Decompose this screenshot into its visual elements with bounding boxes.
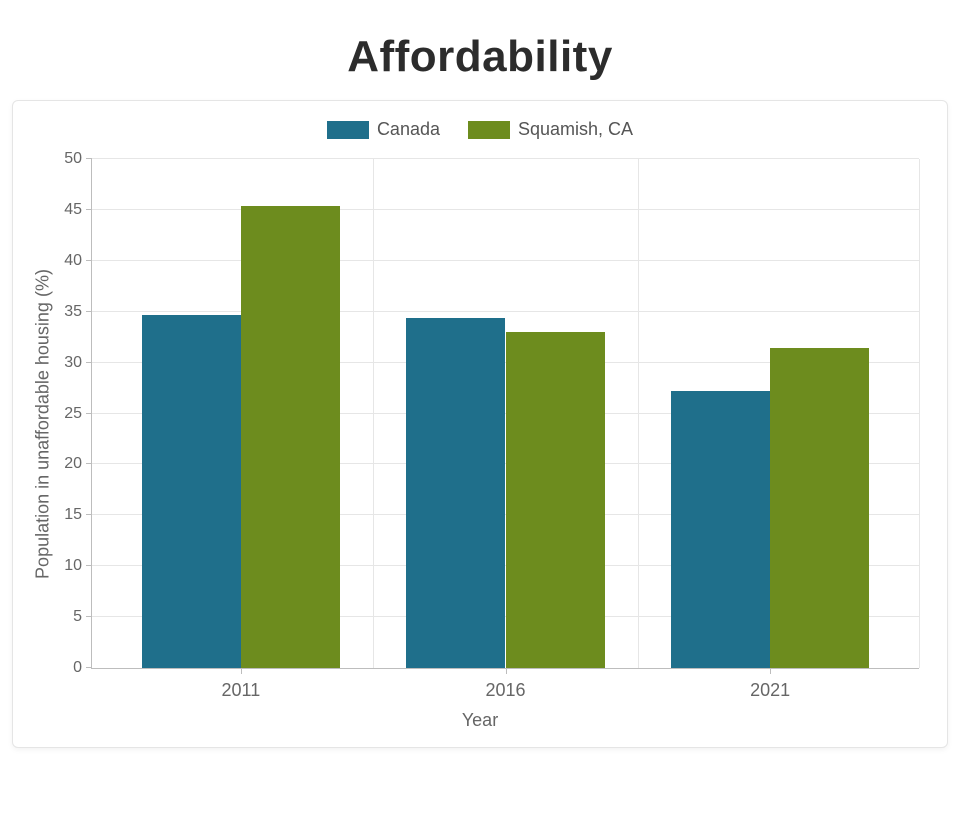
x-grid-line xyxy=(919,159,920,668)
y-tick-label: 30 xyxy=(64,354,92,372)
bar xyxy=(241,206,340,668)
grid-line xyxy=(92,311,919,312)
bar xyxy=(506,332,605,668)
y-tick-label: 0 xyxy=(73,659,92,677)
page: Affordability Canada Squamish, CA Populat… xyxy=(0,32,960,818)
x-grid-line xyxy=(373,159,374,668)
bar xyxy=(142,315,241,668)
legend-swatch xyxy=(468,121,510,139)
y-tick-label: 15 xyxy=(64,506,92,524)
chart-card: Canada Squamish, CA Population in unaffor… xyxy=(12,100,948,748)
chart-title: Affordability xyxy=(0,32,960,82)
y-axis-title: Population in unaffordable housing (%) xyxy=(33,269,54,579)
x-tick-mark xyxy=(770,668,771,674)
bar xyxy=(671,391,770,668)
x-grid-line xyxy=(638,159,639,668)
y-tick-label: 25 xyxy=(64,405,92,423)
y-tick-label: 10 xyxy=(64,557,92,575)
grid-line xyxy=(92,209,919,210)
legend: Canada Squamish, CA xyxy=(33,119,927,140)
legend-item: Squamish, CA xyxy=(468,119,633,140)
plot-area-wrap: 05101520253035404550201120162021 xyxy=(91,159,919,669)
y-tick-label: 20 xyxy=(64,455,92,473)
x-tick-mark xyxy=(506,668,507,674)
y-tick-label: 35 xyxy=(64,303,92,321)
legend-swatch xyxy=(327,121,369,139)
y-tick-label: 50 xyxy=(64,150,92,168)
x-tick-mark xyxy=(241,668,242,674)
y-tick-label: 45 xyxy=(64,201,92,219)
grid-line xyxy=(92,158,919,159)
legend-label: Canada xyxy=(377,119,440,140)
legend-item: Canada xyxy=(327,119,440,140)
bar xyxy=(406,318,505,668)
y-tick-label: 40 xyxy=(64,252,92,270)
grid-line xyxy=(92,260,919,261)
legend-label: Squamish, CA xyxy=(518,119,633,140)
x-axis-title: Year xyxy=(462,710,498,731)
y-tick-label: 5 xyxy=(73,608,92,626)
bar xyxy=(770,348,869,668)
plot-area: 05101520253035404550201120162021 xyxy=(91,159,919,669)
